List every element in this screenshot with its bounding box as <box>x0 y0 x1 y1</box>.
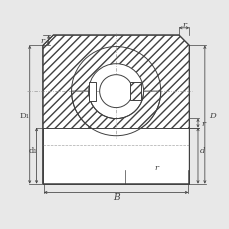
Text: B: B <box>112 193 119 202</box>
Text: d₁: d₁ <box>28 146 37 154</box>
Text: r: r <box>154 163 158 171</box>
Polygon shape <box>71 92 160 136</box>
Polygon shape <box>43 128 188 184</box>
Text: D: D <box>209 111 215 119</box>
Text: r: r <box>181 21 185 29</box>
Text: r: r <box>201 120 205 128</box>
Circle shape <box>99 75 132 108</box>
Polygon shape <box>43 36 188 184</box>
Text: D₁: D₁ <box>20 111 30 119</box>
Text: d: d <box>199 146 205 154</box>
Circle shape <box>88 64 143 119</box>
Polygon shape <box>88 82 96 101</box>
Polygon shape <box>43 36 188 184</box>
Text: r: r <box>40 37 44 45</box>
Polygon shape <box>129 83 141 101</box>
